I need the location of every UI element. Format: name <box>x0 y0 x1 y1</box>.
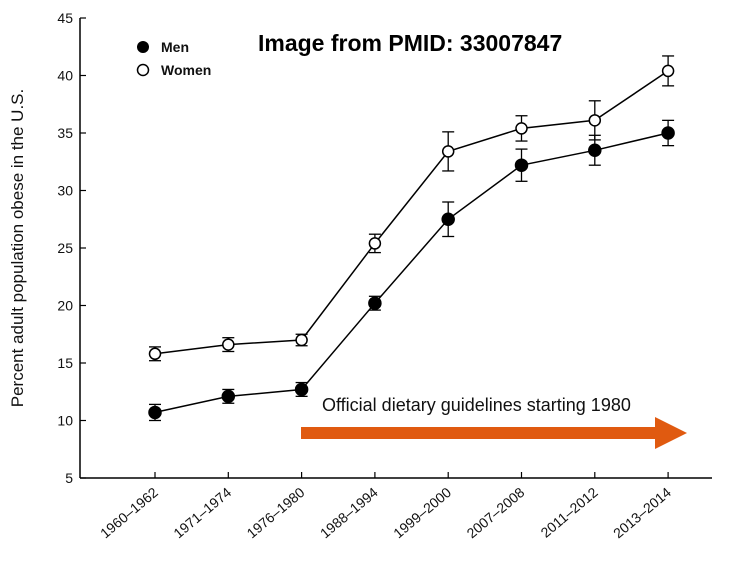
point-men <box>368 296 382 310</box>
point-men <box>661 126 675 140</box>
point-men <box>441 212 455 226</box>
point-women <box>588 114 602 127</box>
y-tick-label: 30 <box>57 183 73 199</box>
series-line-women <box>154 70 669 355</box>
x-tick-label: 1988–1994 <box>317 484 381 541</box>
y-tick-label: 35 <box>57 125 73 141</box>
point-men <box>514 158 529 172</box>
legend-marker-men <box>137 41 149 53</box>
x-ticks: 1960–1962 1971–1974 1976–1980 1988–1994 1999… <box>97 472 674 541</box>
legend-label-men: Men <box>161 39 189 55</box>
x-tick-label: 1976–1980 <box>244 484 308 541</box>
x-tick-label: 2011–2012 <box>538 484 601 541</box>
point-men <box>221 389 236 404</box>
point-women <box>515 122 528 135</box>
y-tick-label: 15 <box>57 355 73 371</box>
point-women <box>222 338 235 351</box>
series-line-men <box>154 132 669 414</box>
y-ticks: 5 10 15 20 25 30 35 40 45 <box>57 10 86 486</box>
y-tick-label: 40 <box>57 68 73 84</box>
point-women <box>661 64 675 78</box>
y-axis-title: Percent adult population obese in the U.… <box>8 89 27 408</box>
arrow-shaft <box>301 427 658 439</box>
x-tick-label: 2013–2014 <box>610 484 674 541</box>
series-layer <box>148 55 675 422</box>
guidelines-annotation: Official dietary guidelines starting 198… <box>322 395 631 415</box>
x-tick-label: 2007–2008 <box>463 484 527 541</box>
y-tick-label: 45 <box>57 10 73 26</box>
y-tick-label: 20 <box>57 298 73 314</box>
legend-label-women: Women <box>161 62 211 78</box>
x-tick-label: 1999–2000 <box>390 484 454 541</box>
point-women <box>441 145 455 158</box>
point-women <box>148 347 162 361</box>
legend-marker-women <box>136 63 150 77</box>
arrow-head <box>655 417 687 449</box>
point-men <box>588 143 602 157</box>
series-men <box>148 119 675 422</box>
y-tick-label: 10 <box>57 413 73 429</box>
y-tick-label: 5 <box>65 470 73 486</box>
source-banner: Image from PMID: 33007847 <box>258 30 562 56</box>
guidelines-arrow <box>301 417 687 449</box>
series-women <box>148 55 675 362</box>
point-women <box>295 333 308 347</box>
legend: Men Women <box>136 39 211 78</box>
point-women <box>368 237 382 250</box>
x-tick-label: 1971–1974 <box>170 484 234 541</box>
point-men <box>148 405 162 420</box>
y-tick-label: 25 <box>57 240 73 256</box>
point-men <box>294 382 309 397</box>
x-tick-label: 1960–1962 <box>97 484 161 541</box>
